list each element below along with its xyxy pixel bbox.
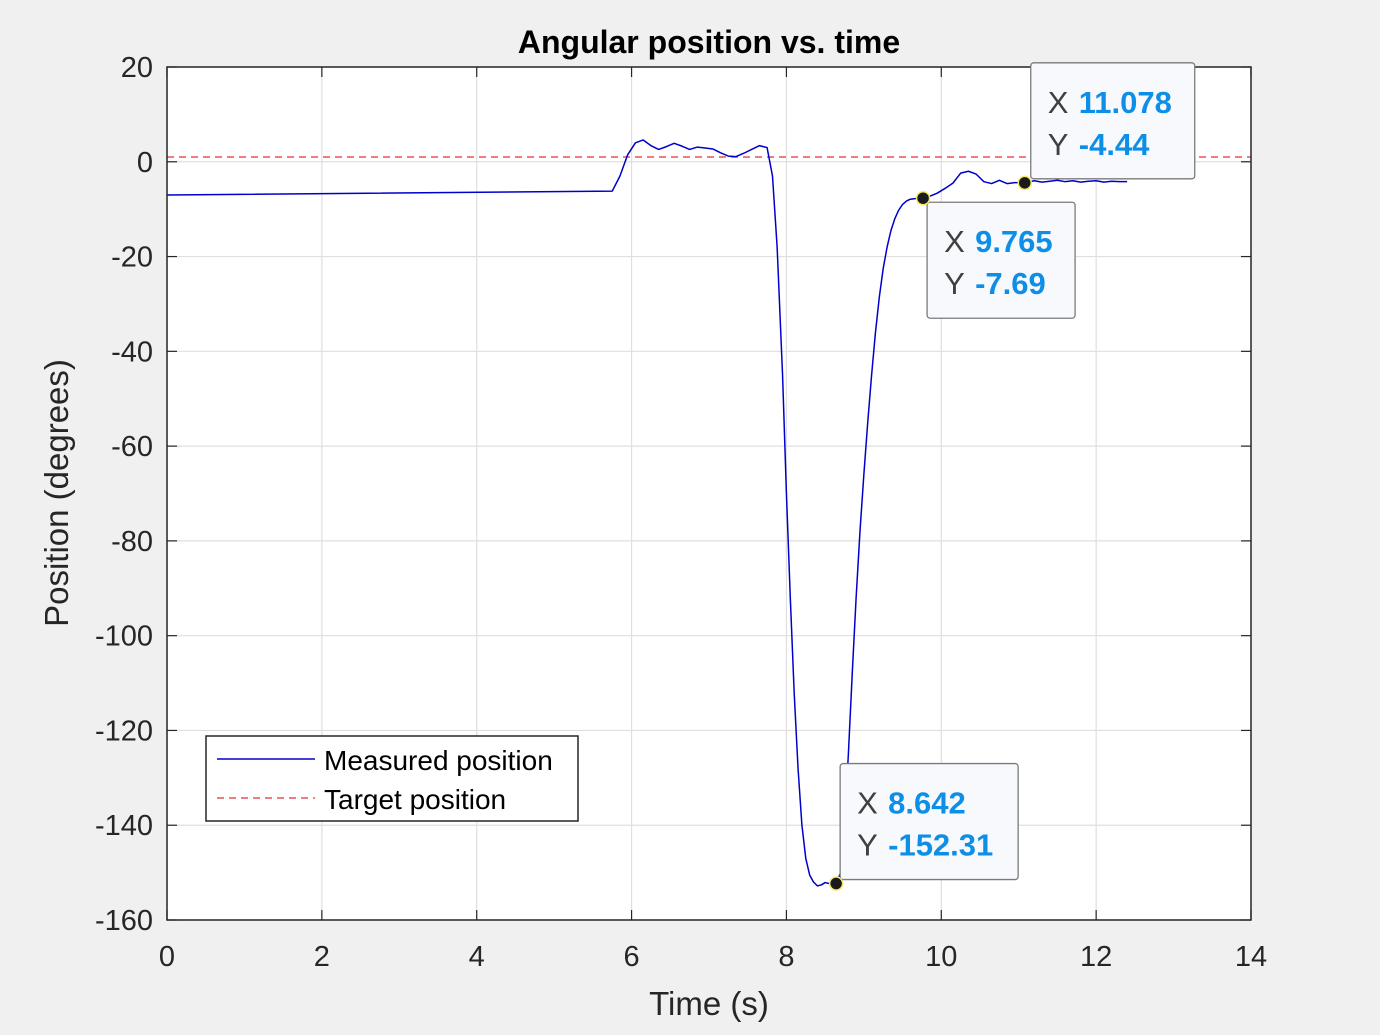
y-tick-label: 0 bbox=[137, 147, 153, 179]
y-axis-label: Position (degrees) bbox=[38, 359, 75, 627]
x-tick-label: 8 bbox=[778, 941, 794, 973]
axes-box bbox=[166, 66, 1252, 921]
datatip-box bbox=[1030, 62, 1196, 180]
x-tick-label: 10 bbox=[925, 941, 957, 973]
y-tick-label: -160 bbox=[95, 905, 153, 937]
legend-box bbox=[205, 735, 579, 822]
legend[interactable]: Measured position Target position bbox=[205, 735, 579, 822]
datatip-y-label: Y bbox=[944, 266, 965, 301]
datatip-x-value: 9.765 bbox=[975, 224, 1053, 259]
y-tick-label: -80 bbox=[111, 526, 153, 558]
datatip-y-label: Y bbox=[857, 828, 878, 863]
datatip-x-label: X bbox=[857, 786, 878, 821]
y-tick-label: -100 bbox=[95, 621, 153, 653]
x-tick-label: 0 bbox=[159, 941, 175, 973]
datatip-y-value: -4.44 bbox=[1079, 127, 1150, 162]
datatip-x-label: X bbox=[1048, 85, 1069, 120]
datatip-marker[interactable] bbox=[828, 876, 844, 891]
datatip-y-value: -7.69 bbox=[975, 266, 1046, 301]
datatip-y-value: -152.31 bbox=[888, 828, 993, 863]
x-tick-label: 12 bbox=[1080, 941, 1112, 973]
datatips: X 8.642 Y -152.31 X 9.765 Y -7.69 X 11.078 Y -4.44 bbox=[828, 62, 1196, 891]
datatip[interactable]: X 11.078 Y -4.44 bbox=[1017, 62, 1196, 191]
datatip-x-label: X bbox=[944, 224, 965, 259]
datatip-x-value: 11.078 bbox=[1079, 85, 1172, 120]
datatip-marker[interactable] bbox=[1017, 175, 1033, 191]
datatip[interactable]: X 8.642 Y -152.31 bbox=[828, 762, 1019, 891]
legend-label-measured: Measured position bbox=[324, 745, 553, 776]
datatip-y-label: Y bbox=[1048, 127, 1069, 162]
y-tick-label: -40 bbox=[111, 336, 153, 368]
datatip-box bbox=[926, 201, 1076, 319]
y-tick-label: -20 bbox=[111, 242, 153, 274]
ticks: 0 2 4 6 8 10 12 14 20 0 -20 -40 -60 -80 -100 -120 -140 -1… bbox=[95, 52, 1267, 973]
x-tick-label: 6 bbox=[624, 941, 640, 973]
x-tick-label: 2 bbox=[314, 941, 330, 973]
y-tick-label: -140 bbox=[95, 810, 153, 842]
series-line-measured-position bbox=[166, 139, 1128, 887]
x-axis-label: Time (s) bbox=[649, 985, 769, 1022]
datatip-x-value: 8.642 bbox=[888, 786, 966, 821]
legend-label-target: Target position bbox=[324, 784, 506, 815]
datatip-box bbox=[839, 762, 1019, 881]
datatip-marker[interactable] bbox=[915, 190, 931, 206]
datatip[interactable]: X 9.765 Y -7.69 bbox=[915, 190, 1076, 319]
y-tick-label: 20 bbox=[121, 52, 153, 84]
y-tick-label: -60 bbox=[111, 431, 153, 463]
chart-title: Angular position vs. time bbox=[518, 24, 900, 60]
y-tick-label: -120 bbox=[95, 715, 153, 747]
x-tick-label: 4 bbox=[469, 941, 485, 973]
x-tick-label: 14 bbox=[1235, 941, 1267, 973]
